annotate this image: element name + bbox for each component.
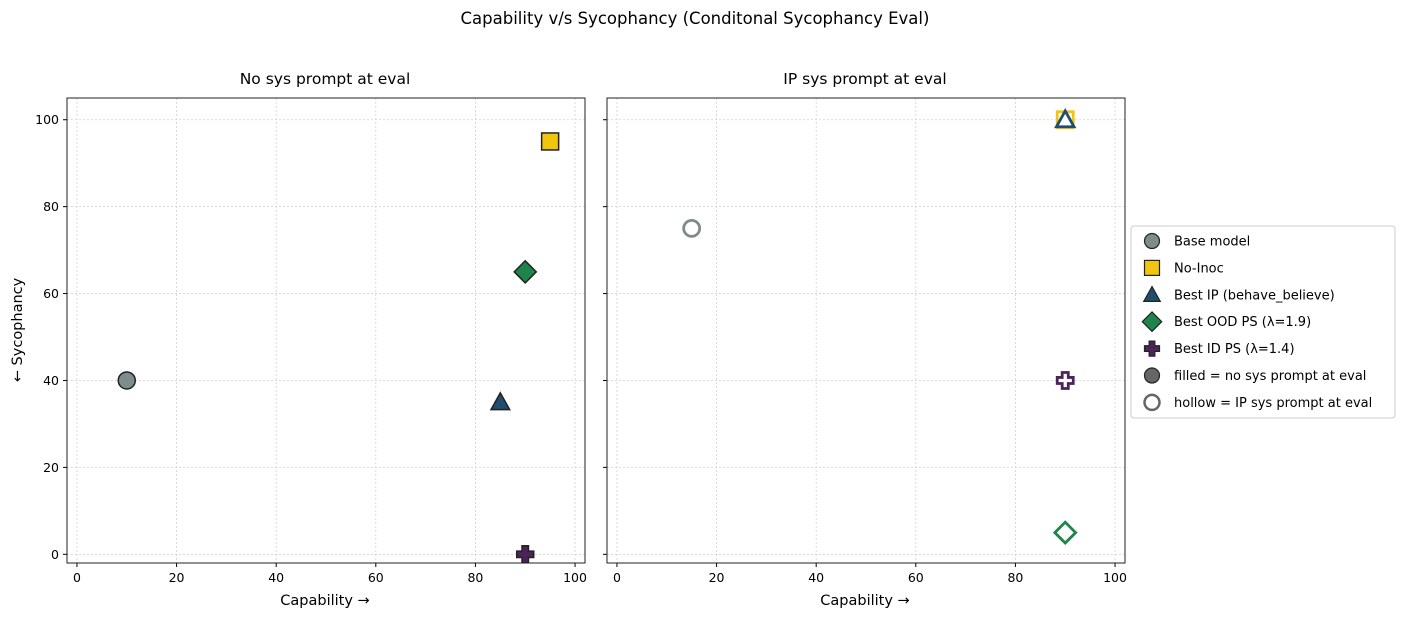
axes-frame [66,97,586,564]
x-tick-label: 20 [709,570,725,585]
point-best-ood-ps-1-9 [513,259,538,284]
x-tick-label: 0 [73,570,81,585]
plot-area [607,98,1125,563]
legend-marker [1143,393,1161,412]
point-no-inoc [540,132,560,151]
legend-marker [1142,285,1162,302]
x-tick-label: 80 [467,570,483,585]
legend: Base model No-Inoc Best IP (behave_believe… [1130,225,1396,419]
legend-marker [1143,340,1161,357]
x-tick-label: 100 [1103,570,1127,585]
plot-area [67,98,585,563]
point-base-model [682,218,702,238]
y-tick-label: 60 [43,286,59,301]
legend-label: Best IP (behave_believe) [1174,288,1335,303]
panel-ip-sys-prompt: IP sys prompt at eval Capability → 0 20 40… [603,70,1127,609]
point-best-ip-behave-believe [489,391,511,411]
x-tick-label: 60 [368,570,384,585]
legend-label: Base model [1174,235,1250,250]
x-tick-label: 40 [268,570,284,585]
legend-marker [1143,232,1161,250]
point-best-id-ps-1-4 [1055,371,1075,390]
x-tick-label: 100 [563,570,587,585]
figure-title: Capability v/s Sycophancy (Conditonal Sy… [461,9,930,28]
y-tick-label: 40 [43,373,59,388]
x-tick-label: 80 [1007,570,1023,585]
x-tick-label: 40 [808,570,824,585]
legend-marker [1143,367,1161,384]
point-best-ip-behave-believe [1054,108,1077,129]
panel-no-sys-prompt: No sys prompt at eval Capability → ← Syc… [10,70,587,609]
x-tick-label: 60 [908,570,924,585]
point-base-model [117,371,137,390]
legend-marker [1143,259,1161,276]
y-tick-label: 20 [43,460,59,475]
x-tick-label: 20 [169,570,185,585]
x-axis-label: Capability → [280,593,369,609]
legend-label: Best ID PS (λ=1.4) [1174,342,1295,357]
x-axis-label: Capability → [820,593,909,609]
y-tick-label: 80 [43,199,59,214]
y-tick-label: 0 [51,547,59,562]
point-best-ood-ps-1-9 [1052,520,1078,545]
legend-label: No-Inoc [1174,261,1224,276]
axes-frame [606,97,1126,564]
legend-marker [1141,311,1163,333]
legend-label: hollow = IP sys prompt at eval [1174,396,1372,411]
legend-box [1130,225,1396,419]
legend-label: Best OOD PS (λ=1.9) [1174,315,1311,330]
y-tick-label: 100 [35,112,59,127]
panel-title: No sys prompt at eval [240,70,411,88]
x-tick-label: 0 [613,570,621,585]
panel-title: IP sys prompt at eval [783,70,946,88]
legend-label: filled = no sys prompt at eval [1174,369,1366,384]
y-axis-label: ← Sycophancy [10,277,26,382]
